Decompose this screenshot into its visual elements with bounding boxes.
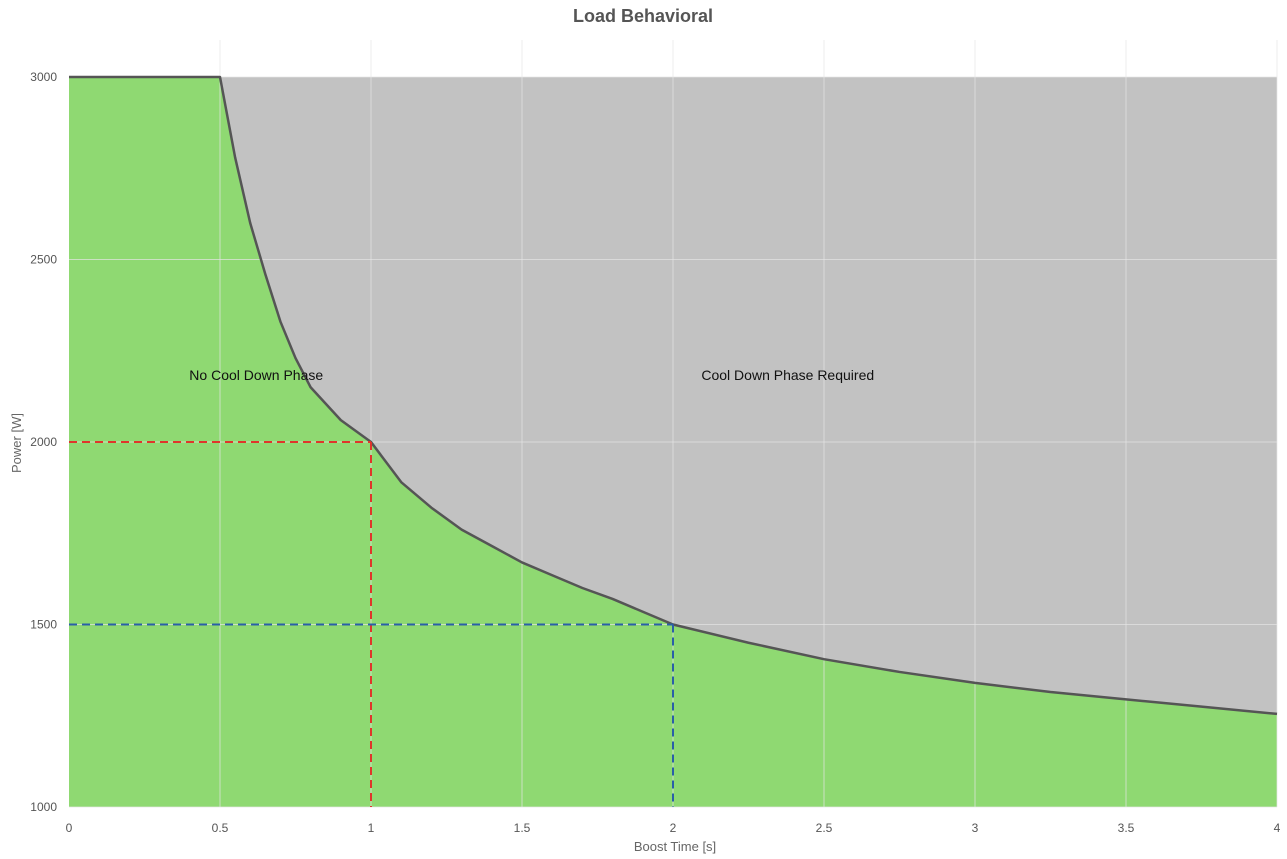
x-tick-label: 1.5 [514, 821, 531, 835]
x-tick-label: 3.5 [1118, 821, 1135, 835]
chart-title: Load Behavioral [573, 6, 713, 26]
x-tick-label: 3 [972, 821, 979, 835]
x-tick-label: 0 [66, 821, 73, 835]
y-tick-label: 1000 [30, 800, 57, 814]
plot-area: No Cool Down Phase Cool Down Phase Requir… [30, 40, 1281, 835]
x-tick-label: 0.5 [212, 821, 229, 835]
y-tick-label: 2000 [30, 435, 57, 449]
x-axis-label: Boost Time [s] [634, 839, 716, 854]
x-tick-label: 1 [368, 821, 375, 835]
region-label-cool-down-required: Cool Down Phase Required [701, 367, 874, 383]
region-label-no-cool-down: No Cool Down Phase [189, 367, 323, 383]
x-tick-label: 2.5 [816, 821, 833, 835]
y-tick-label: 3000 [30, 70, 57, 84]
x-tick-label: 2 [670, 821, 677, 835]
boundary-curve [69, 75, 1278, 716]
y-tick-label: 1500 [30, 618, 57, 632]
y-axis-label: Power [W] [9, 413, 24, 473]
y-tick-label: 2500 [30, 253, 57, 267]
x-tick-label: 4 [1274, 821, 1281, 835]
